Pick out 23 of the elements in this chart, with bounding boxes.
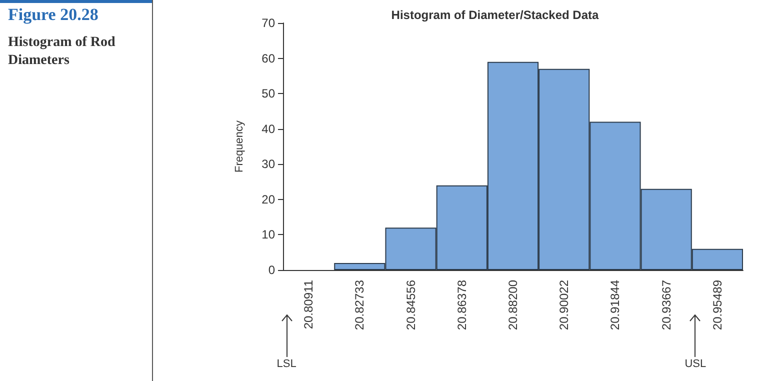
y-tick-label: 60	[262, 51, 276, 66]
y-tick-label: 40	[262, 122, 276, 136]
x-tick-label: 20.82733	[352, 280, 367, 330]
y-tick-label: 70	[262, 16, 276, 30]
x-tick-label: 20.88200	[506, 280, 520, 330]
caption: Figure 20.28	[8, 5, 100, 24]
y-tick-label: 50	[262, 86, 276, 101]
y-tick-label: 20	[262, 192, 276, 206]
text: USL	[684, 358, 708, 370]
x-tick-label: 20.84556	[404, 280, 418, 330]
chart-title: Histogram of Diameter/Stacked Data	[391, 8, 600, 22]
x-tick-label: 20.91844	[608, 280, 622, 330]
y-tick-label: 0	[268, 263, 276, 277]
text: LSL	[276, 358, 298, 370]
y-axis-title: Frequency	[234, 120, 246, 172]
text: Histogram of Rod Diameters	[8, 34, 116, 70]
x-tick-label: 20.95489	[710, 280, 724, 330]
x-tick-label: 20.93667	[659, 280, 674, 330]
x-tick-label: 20.90022	[557, 280, 572, 330]
x-tick-label: 20.80911	[302, 280, 316, 330]
y-tick-label: 10	[262, 228, 276, 242]
y-tick-label: 30	[262, 157, 276, 172]
x-tick-label: 20.86378	[454, 280, 469, 330]
